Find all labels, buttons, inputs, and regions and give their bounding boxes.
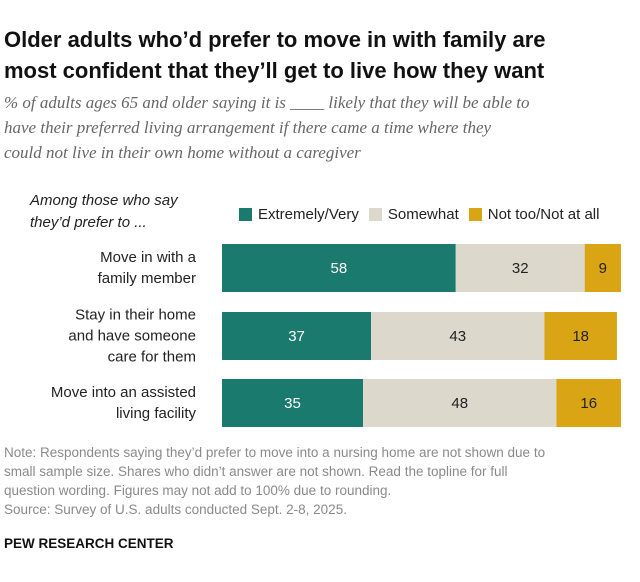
- legend-item: Somewhat: [368, 206, 459, 223]
- bar-segment: [222, 244, 456, 292]
- legend-label: Not too/Not at all: [487, 206, 600, 223]
- source-org: PEW RESEARCH CENTER: [4, 536, 174, 551]
- bar-segment: [556, 379, 621, 427]
- legend-item: Not too/Not at all: [468, 206, 600, 223]
- value-label: 16: [580, 395, 597, 412]
- legend-label: Extremely/Very: [258, 206, 359, 223]
- legend-swatch: [368, 208, 382, 221]
- value-label: 37: [288, 328, 305, 345]
- bar-segment: [222, 312, 372, 360]
- value-label: 32: [512, 260, 529, 277]
- bar-segment: [363, 379, 557, 427]
- value-label: 35: [284, 395, 301, 412]
- note: Note: Respondents saying they’d prefer t…: [4, 445, 546, 517]
- value-label: 43: [449, 328, 466, 345]
- value-label: 9: [599, 260, 607, 277]
- chart-title: Older adults who’d prefer to move in wit…: [4, 27, 546, 83]
- category-label: Move into an assisted living facility: [50, 384, 196, 422]
- bar-segment: [544, 312, 617, 360]
- legend-title: Among those who say they’d prefer to ...: [30, 192, 178, 231]
- value-label: 58: [331, 260, 348, 277]
- legend-label: Somewhat: [387, 206, 459, 223]
- legend-item: Extremely/Very: [239, 206, 359, 223]
- bar-segment: [371, 312, 545, 360]
- value-label: 18: [572, 328, 589, 345]
- bar-segment: [222, 379, 364, 427]
- bar-segment: [455, 244, 585, 292]
- chart-subtitle: % of adults ages 65 and older saying it …: [4, 93, 530, 162]
- category-label: Stay in their home and have someone care…: [68, 306, 196, 366]
- category-label: Move in with a family member: [97, 249, 196, 287]
- legend-swatch: [468, 208, 482, 221]
- bar-segment: [584, 244, 621, 292]
- value-label: 48: [451, 395, 468, 412]
- legend-swatch: [239, 208, 252, 221]
- legend: Extremely/Very Somewhat Not too/Not at all: [239, 206, 599, 223]
